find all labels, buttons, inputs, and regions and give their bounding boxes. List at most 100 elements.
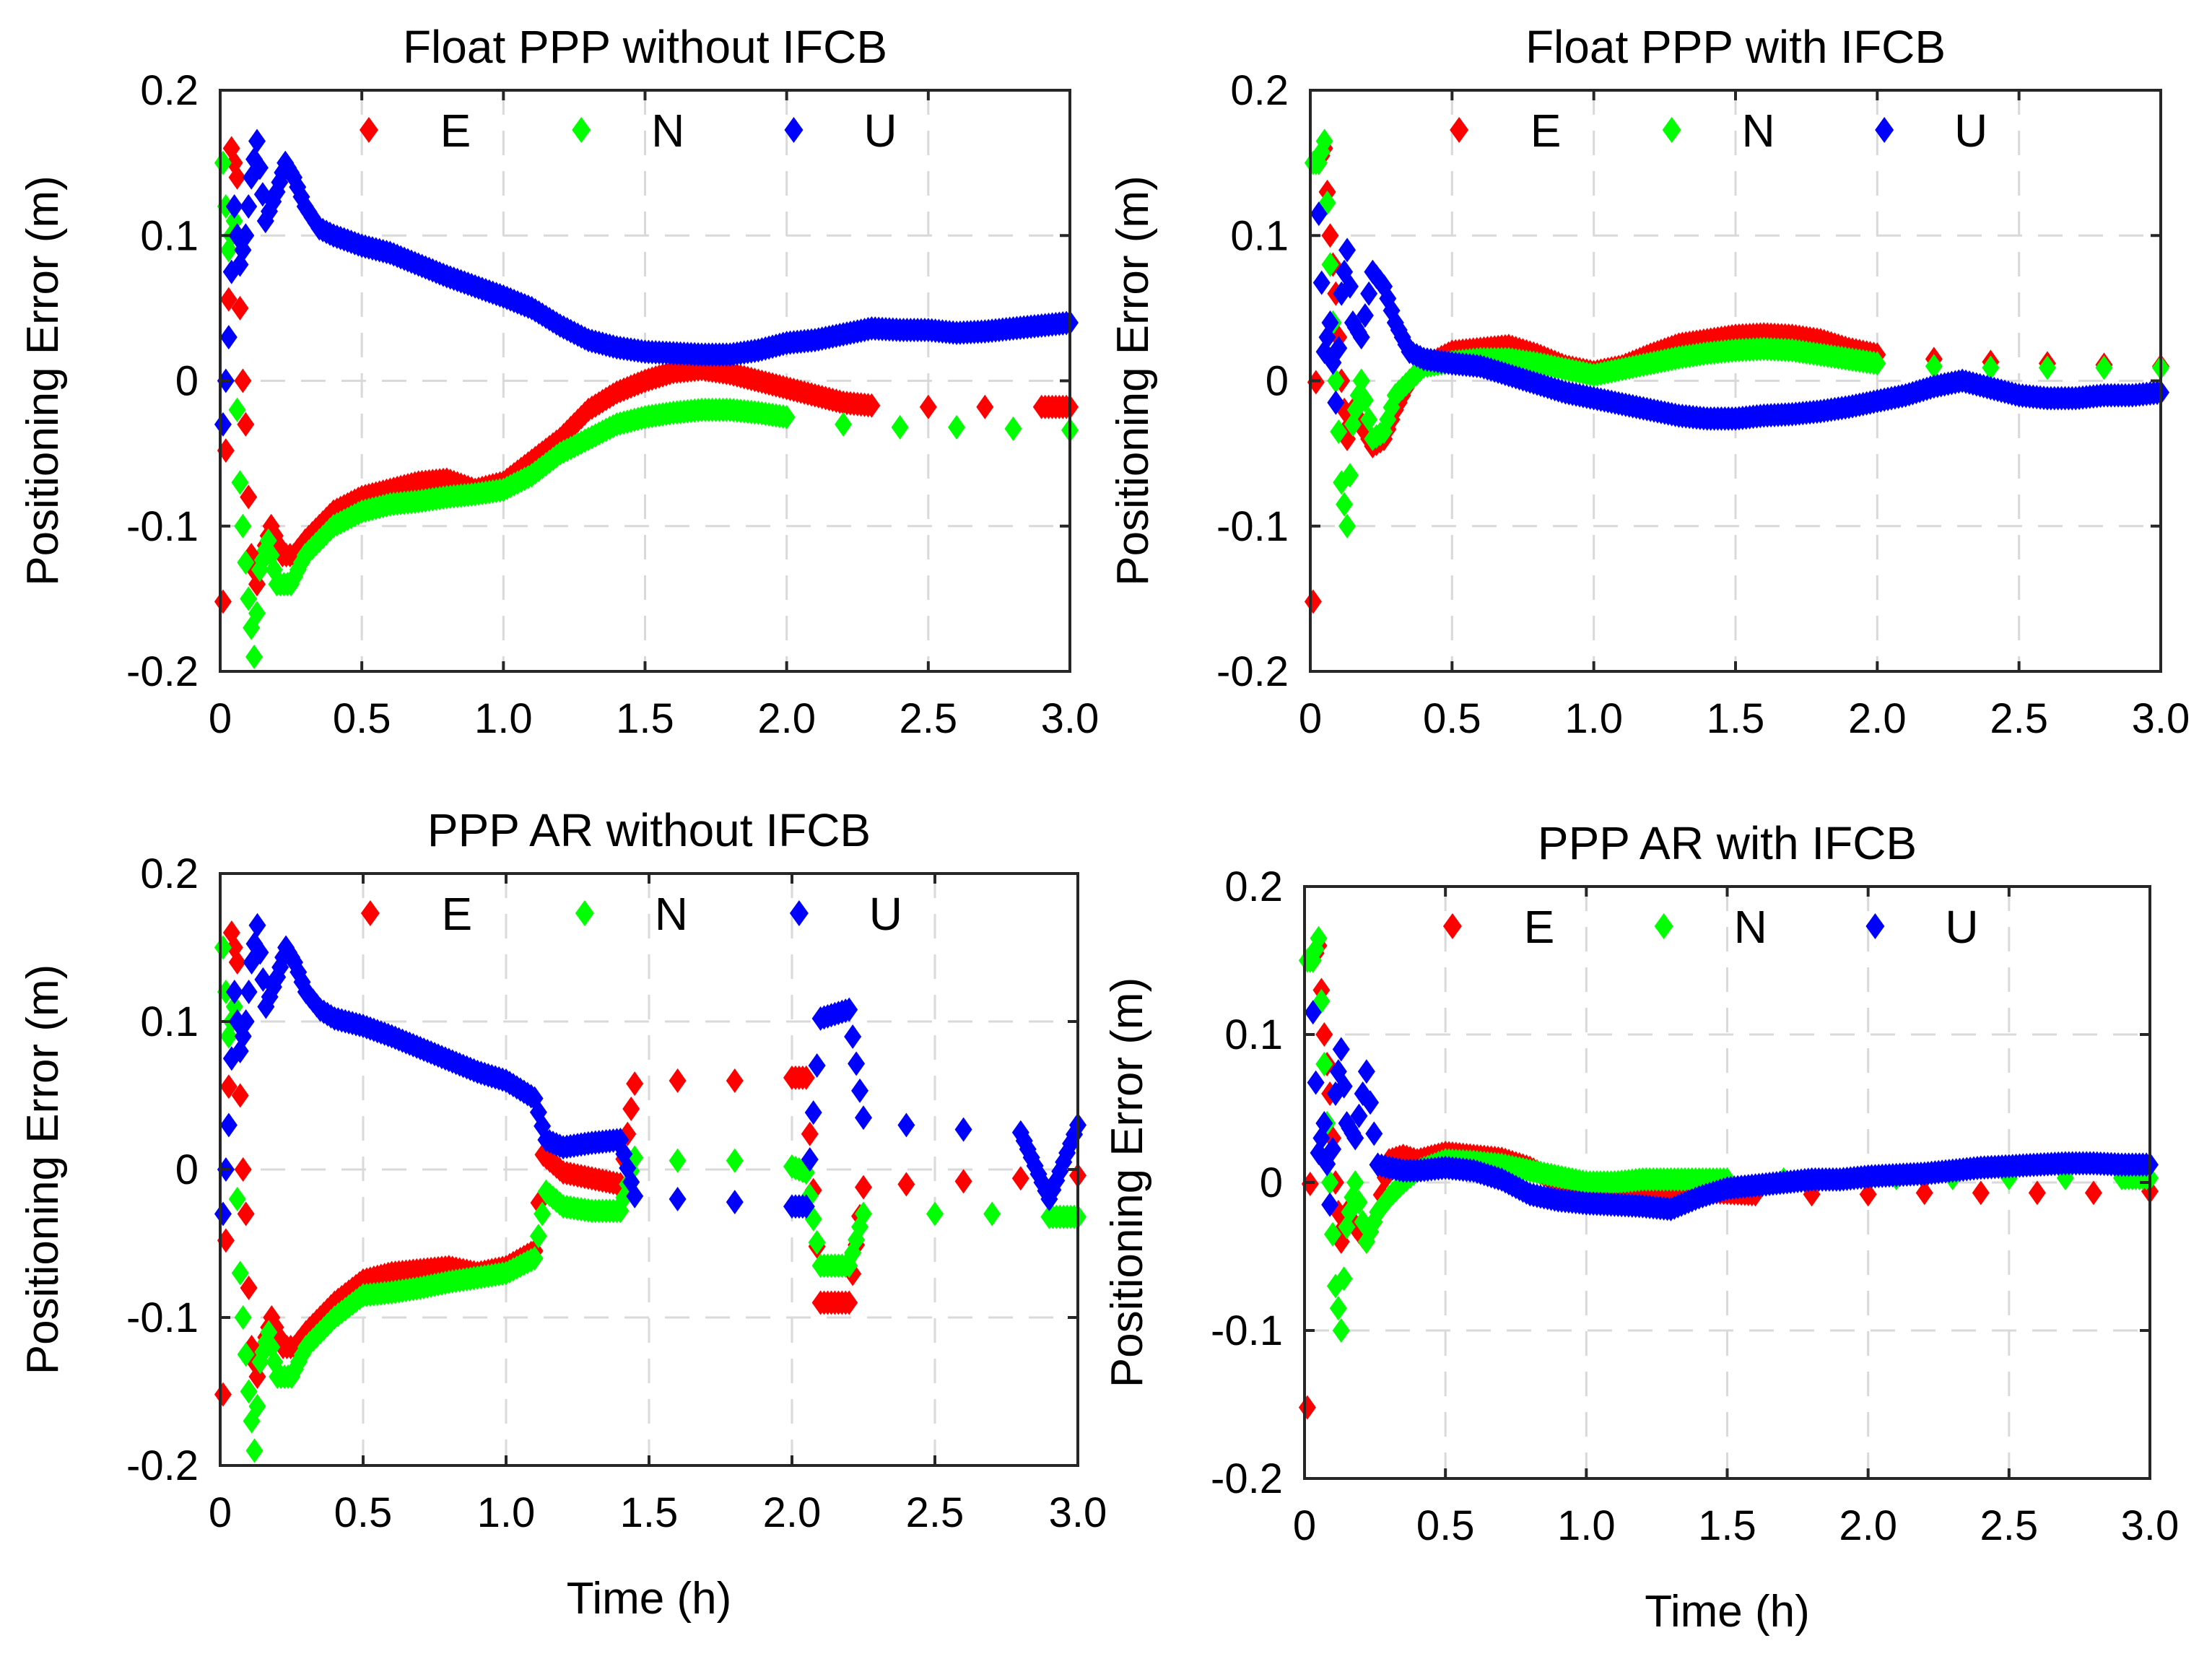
data-point-n — [1321, 1170, 1339, 1195]
series-group — [214, 912, 1087, 1463]
data-point-u — [1338, 238, 1357, 263]
data-point-n — [2038, 355, 2056, 380]
chart-panel-1: 0 0.5 1.0 1.5 2.0 2.5 3.0 -0.2 -0.1 0 0.1 0.2 Float … — [18, 21, 1099, 742]
data-point-u — [855, 1105, 872, 1131]
data-point-u — [844, 1024, 862, 1050]
data-point-u — [808, 1053, 826, 1078]
x-tick-label: 2.0 — [763, 1489, 822, 1536]
data-point-e — [234, 1157, 252, 1182]
data-point-u — [851, 1078, 869, 1103]
x-tick-label: 0 — [1293, 1502, 1316, 1549]
data-point-n — [835, 411, 853, 437]
data-point-n — [1346, 1170, 1364, 1195]
data-point-n — [1324, 1221, 1342, 1247]
x-tick-label: 1.0 — [474, 695, 533, 742]
data-point-u — [1365, 1121, 1383, 1146]
chart-panel-3: 0 0.5 1.0 1.5 2.0 2.5 3.0 -0.2 -0.1 0 0.1 0.2 PPP AR… — [18, 804, 1107, 1624]
data-point-n — [1356, 388, 1374, 413]
data-point-e — [214, 1382, 232, 1407]
data-point-e — [219, 287, 238, 312]
data-point-e — [1972, 1180, 1990, 1206]
data-point-u — [1330, 336, 1348, 361]
data-point-u — [214, 1201, 232, 1227]
x-tick-label: 0.5 — [1416, 1502, 1475, 1549]
data-point-n — [248, 1394, 266, 1419]
data-point-e — [1859, 1182, 1877, 1207]
legend-label-e: E — [440, 105, 471, 157]
data-point-n — [726, 1148, 744, 1173]
data-point-e — [919, 394, 937, 419]
data-point-n — [1350, 1190, 1368, 1215]
y-tick-label: 0.2 — [1224, 863, 1283, 910]
data-point-n — [1315, 129, 1333, 154]
y-tick-label: 0.1 — [1224, 1011, 1283, 1058]
data-point-e — [1915, 1180, 1933, 1206]
y-tick-label: -0.2 — [1211, 1455, 1283, 1502]
y-axis-label: Positioning Error (m) — [18, 964, 68, 1375]
data-point-e — [897, 1172, 915, 1197]
data-point-e — [240, 484, 258, 510]
data-point-e — [240, 1276, 258, 1300]
data-point-u — [726, 1190, 744, 1215]
data-point-u — [1360, 281, 1378, 306]
y-tick-label: -0.2 — [1216, 648, 1289, 695]
data-point-u — [237, 223, 255, 248]
y-tick-label: 0 — [175, 1146, 199, 1193]
y-tick-label: 0.1 — [1230, 212, 1289, 259]
x-tick-label: 1.0 — [1557, 1502, 1616, 1549]
data-point-u — [248, 129, 266, 154]
legend-marker-e — [360, 900, 380, 926]
data-point-e — [237, 411, 255, 437]
x-tick-label: 3.0 — [2121, 1502, 2180, 1549]
data-point-u — [225, 980, 243, 1004]
data-point-n — [1004, 416, 1022, 441]
data-point-n — [1329, 1296, 1347, 1321]
data-point-u — [797, 1194, 815, 1219]
y-tick-label: -0.2 — [126, 648, 199, 695]
x-tick-label: 1.5 — [1707, 695, 1765, 742]
y-tick-label: 0 — [175, 358, 199, 405]
data-point-u — [801, 1147, 819, 1172]
legend-marker-u — [1875, 117, 1894, 143]
chart-title: PPP AR with IFCB — [1538, 817, 1917, 869]
legend-marker-e — [1450, 117, 1469, 143]
data-point-u — [219, 325, 238, 350]
data-point-e — [726, 1068, 744, 1093]
data-point-n — [228, 1187, 246, 1211]
data-point-e — [231, 1083, 249, 1108]
data-point-n — [231, 1260, 249, 1286]
data-point-u — [1332, 1037, 1350, 1062]
data-point-n — [778, 404, 796, 430]
data-point-n — [1332, 1318, 1350, 1343]
data-point-n — [1321, 252, 1339, 277]
data-point-n — [1338, 513, 1357, 539]
x-tick-label: 2.5 — [1990, 695, 2048, 742]
legend-label-n: N — [655, 888, 688, 940]
chart-title: PPP AR without IFCB — [427, 804, 871, 856]
data-point-n — [534, 1201, 552, 1227]
x-tick-label: 1.5 — [616, 695, 674, 742]
data-point-n — [983, 1201, 1001, 1227]
x-tick-label: 0.5 — [334, 1489, 393, 1536]
data-point-e — [2028, 1180, 2046, 1206]
data-point-n — [1341, 463, 1359, 488]
legend-label-u: U — [1954, 105, 1987, 157]
data-point-e — [231, 295, 249, 321]
x-tick-label: 0 — [209, 695, 232, 742]
data-point-n — [1360, 407, 1378, 432]
data-point-n — [808, 1229, 826, 1255]
y-tick-label: 0 — [1266, 358, 1289, 405]
data-point-u — [1307, 1070, 1325, 1095]
data-point-u — [1321, 1192, 1339, 1217]
data-point-n — [1315, 1052, 1333, 1076]
data-point-u — [840, 997, 858, 1022]
data-point-u — [804, 1100, 822, 1125]
data-point-u — [240, 980, 258, 1004]
data-point-n — [1330, 419, 1348, 444]
y-axis-label: Positioning Error (m) — [1102, 977, 1152, 1388]
x-tick-label: 2.5 — [900, 695, 958, 742]
data-point-n — [1327, 368, 1345, 393]
x-tick-label: 2.5 — [1980, 1502, 2039, 1549]
